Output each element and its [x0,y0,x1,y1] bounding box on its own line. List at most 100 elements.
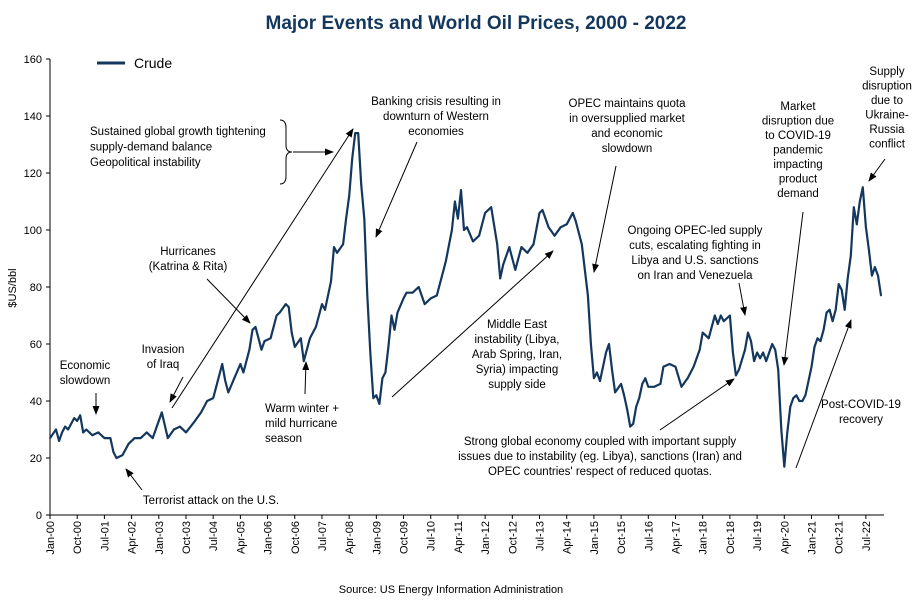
arrow-post-covid [795,319,852,469]
legend-label: Crude [134,55,172,71]
data-point [532,243,535,246]
data-point [315,326,317,328]
data-point [372,397,375,399]
data-point [780,428,783,431]
annotation-line: conflict [869,139,906,151]
data-point [441,271,444,274]
annotation-strong-economy: Strong global economy coupled with impor… [458,436,742,478]
data-point [387,346,390,348]
annotation-line: Invasion [142,344,185,356]
data-point [239,363,242,365]
data-point [324,308,326,311]
data-point [596,371,598,374]
x-tick-label: Oct-18 [725,521,737,554]
x-tick-label: Jan-12 [480,521,492,555]
x-tick-label: Jul-07 [317,521,329,551]
data-point [378,403,381,405]
y-tick-label: 0 [36,510,42,522]
data-point [330,280,332,283]
annotation-invasion-iraq: Invasion of Iraq [142,344,185,371]
data-point [559,226,562,229]
data-point [496,243,499,246]
data-point [834,308,837,311]
data-point [819,340,822,342]
data-point [173,428,175,431]
data-point [61,431,63,434]
annotation-opec-cuts: Ongoing OPEC-led supply cuts, escalating … [628,225,763,282]
data-point [179,425,181,428]
data-point [822,328,825,331]
data-point [843,308,846,311]
data-point [574,220,577,223]
source-note: Source: US Energy Information Administra… [339,584,563,596]
data-point [166,437,169,439]
data-point [735,374,737,377]
data-point [375,394,378,397]
data-point [454,200,456,203]
annotation-line: cuts, escalating fighting in [629,240,761,252]
data-point [831,320,834,323]
data-point [874,266,876,268]
data-point [753,360,755,362]
data-point [789,405,792,408]
x-tick-label: Apr-14 [562,521,574,554]
annotation-arrows [92,119,886,491]
annotation-line: Syria) impacting [476,364,558,376]
x-tick-label: Oct-00 [72,521,84,554]
data-point [623,394,625,397]
data-point [384,371,387,374]
data-point [565,223,568,226]
data-point [478,234,480,237]
data-point [127,442,130,445]
data-point [722,320,725,323]
data-point [674,365,677,368]
data-point [233,377,236,380]
data-point [593,377,595,380]
annotation-line: Arab Spring, Iran, [472,349,562,361]
x-axis: Jan-00 Oct-00 Jul-01 Apr-02 Jan-03 Oct-03 Jul-… [45,514,884,555]
x-tick-label: Jan-00 [45,521,57,555]
annotation-line: recovery [839,414,883,426]
x-tick-label: Jan-03 [154,521,166,555]
y-tick-label: 80 [30,282,42,294]
data-point [638,397,641,399]
annotation-opec-quota: OPEC maintains quota in oversupplied mark… [569,98,687,155]
data-point [750,340,752,342]
data-point [363,217,366,220]
annotation-covid: Market disruption due to COVID-19 pandemic i… [762,101,834,200]
y-tick-label: 100 [24,225,42,237]
annotation-line: slowdown [602,143,653,155]
data-point [587,294,589,297]
data-point [309,337,311,340]
annotation-line: demand [777,188,819,200]
data-point [242,371,245,374]
x-tick-label: Jan-06 [263,521,275,555]
annotation-line: supply side [488,379,546,391]
annotation-line: Banking crisis resulting in [371,96,501,108]
y-tick-label: 160 [24,54,42,66]
data-point [444,260,447,263]
x-tick-label: Apr-05 [235,521,247,554]
data-point [759,357,761,360]
data-point [336,251,338,254]
data-point [345,217,347,220]
annotations: Economic slowdown Terrorist attack on the … [60,66,912,507]
data-point [215,385,218,388]
data-point [82,431,85,434]
data-point [360,183,363,186]
annotation-hurricanes: Hurricanes (Katrina & Rita) [149,246,228,273]
crude-price-line [49,132,883,468]
data-point [668,363,671,365]
data-point [641,383,644,385]
x-tick-label: Jul-04 [208,521,220,551]
annotation-line: Ongoing OPEC-led supply [628,225,763,237]
data-point [157,420,160,422]
data-point [73,417,76,419]
annotation-line: issues due to instability (eg. Libya), s… [458,451,742,463]
data-point [729,314,731,317]
annotation-line: instability (Libya, [474,334,559,346]
data-point [221,363,224,365]
data-point [369,351,372,354]
data-point [626,408,629,411]
x-tick-label: Jul-19 [752,521,764,551]
